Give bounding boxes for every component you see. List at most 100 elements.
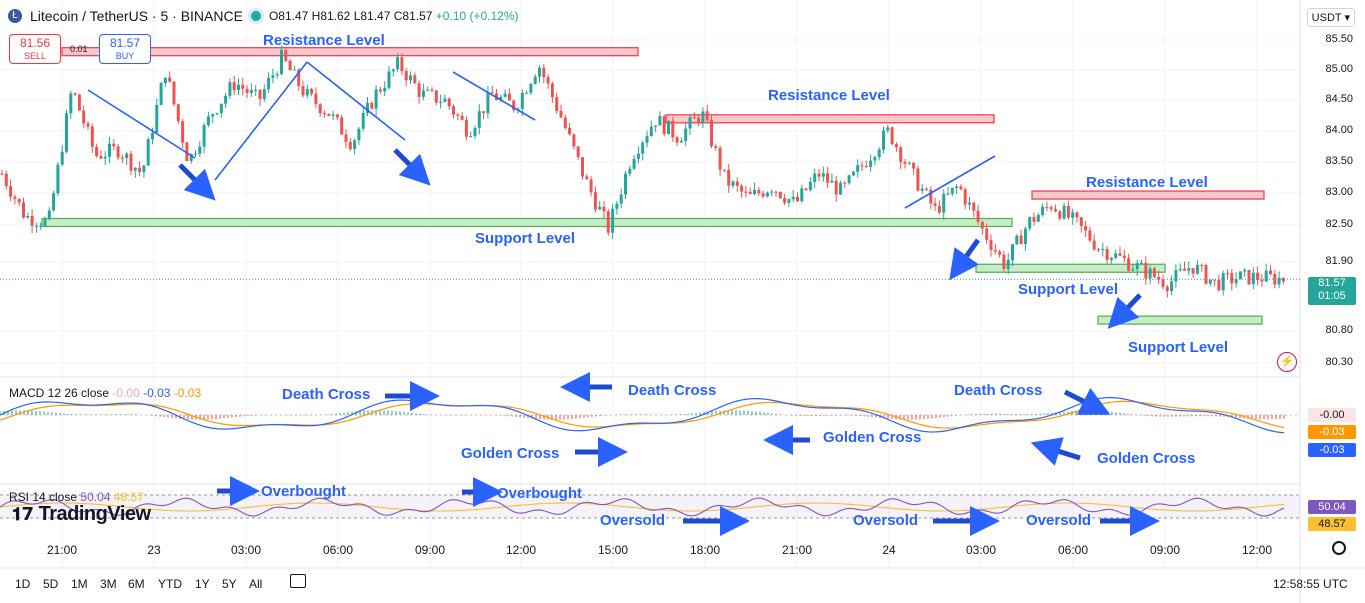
candle-body: [1079, 217, 1083, 227]
candle-body: [60, 151, 64, 165]
candle-body: [598, 206, 602, 210]
candle-body: [168, 77, 172, 82]
candle-body: [710, 120, 713, 147]
macd-legend[interactable]: MACD 12 26 close -0.00 -0.03 -0.03: [9, 386, 201, 400]
candle-body: [903, 161, 907, 164]
price-candles: [0, 45, 1285, 298]
candle-body: [1135, 263, 1139, 270]
candle-body: [404, 71, 408, 81]
candle-body: [1226, 273, 1229, 275]
time-tick-label: 09:00: [414, 543, 446, 557]
candle-body: [1165, 286, 1169, 292]
candle-body: [245, 88, 249, 93]
annotation-golden-cross-2: Golden Cross: [823, 429, 922, 446]
candle-body: [151, 132, 154, 140]
annotation-support-3: Support Level: [1128, 339, 1229, 356]
timeframe-button-5y[interactable]: 5Y: [222, 577, 237, 591]
rsi-legend[interactable]: RSI 14 close 50.04 48.57: [9, 490, 144, 504]
candle-body: [1277, 277, 1281, 285]
candle-body: [1260, 279, 1264, 282]
buy-button[interactable]: 81.57 BUY: [99, 34, 151, 64]
timeframe-button-ytd[interactable]: YTD: [158, 577, 182, 591]
candle-body: [787, 199, 791, 203]
candle-body: [611, 208, 615, 233]
candle-body: [980, 221, 984, 229]
candle-body: [249, 89, 253, 93]
tradingview-wordmark: TradingView: [38, 503, 151, 525]
support-level-box: [41, 217, 1013, 228]
macd-signal-line: [0, 400, 1285, 429]
candle-body: [1041, 206, 1045, 215]
candle-body: [1264, 270, 1268, 282]
timeframe-button-all[interactable]: All: [249, 577, 263, 591]
candle-body: [774, 191, 778, 193]
candle-body: [851, 171, 855, 176]
candle-body: [69, 93, 73, 114]
candle-body: [1118, 253, 1122, 256]
candle-body: [1178, 268, 1182, 271]
rsi-line: [0, 497, 1285, 517]
candle-body: [1036, 214, 1040, 222]
candle-body: [636, 153, 640, 159]
candle-body: [512, 100, 516, 111]
candle-body: [684, 128, 688, 142]
candle-body: [675, 137, 679, 143]
candle-body: [744, 191, 748, 193]
candle-body: [791, 196, 795, 200]
candle-body: [585, 176, 589, 180]
time-tick-label: 06:00: [322, 543, 354, 557]
candle-body: [1144, 262, 1148, 279]
sell-button[interactable]: 81.56 SELL: [9, 34, 61, 64]
candle-body: [701, 111, 705, 123]
timeframe-button-3m[interactable]: 3M: [100, 577, 117, 591]
candle-body: [950, 187, 954, 194]
candle-body: [770, 191, 774, 193]
candle-body: [86, 123, 90, 127]
candle-body: [899, 147, 903, 162]
candle-body: [374, 89, 378, 109]
settings-gear-icon[interactable]: [1332, 541, 1346, 555]
timeframe-button-1y[interactable]: 1Y: [195, 577, 210, 591]
candle-body: [43, 218, 47, 226]
candle-body: [439, 101, 443, 103]
ohlc-change: +0.10 (+0.12%): [435, 9, 519, 23]
price-tick-label: 84.50: [1325, 93, 1353, 105]
candle-body: [692, 117, 696, 119]
timeframe-button-1m[interactable]: 1M: [71, 577, 88, 591]
trend-lines: [87, 61, 996, 209]
candle-body: [194, 153, 197, 155]
timeframe-button-1d[interactable]: 1D: [15, 577, 31, 591]
symbol-title[interactable]: Litecoin / TetherUS · 5 · BINANCE: [30, 8, 243, 24]
candle-body: [804, 188, 808, 191]
annotation-overbought-2: Overbought: [497, 485, 582, 502]
candle-body: [860, 165, 864, 167]
candle-body: [538, 67, 541, 77]
resistance-level-box: [61, 47, 639, 57]
candle-body: [456, 114, 460, 116]
timeframe-button-5d[interactable]: 5D: [43, 577, 59, 591]
utc-clock[interactable]: 12:58:55 UTC: [1273, 577, 1348, 591]
candle-body: [82, 110, 86, 124]
annotation-death-cross-2: Death Cross: [628, 382, 717, 399]
candle-body: [108, 143, 111, 157]
candle-body: [163, 77, 167, 83]
candle-body: [529, 83, 533, 93]
lightning-icon[interactable]: ⚡: [1277, 352, 1297, 372]
currency-selector[interactable]: USDT ▾: [1306, 8, 1355, 27]
candle-body: [568, 127, 572, 135]
timeframe-button-6m[interactable]: 6M: [128, 577, 145, 591]
candle-body: [602, 206, 606, 212]
candle-body: [181, 121, 185, 143]
candle-body: [662, 116, 666, 135]
candle-body: [1032, 217, 1036, 222]
candle-body: [297, 69, 301, 87]
candle-body: [0, 173, 4, 175]
candle-body: [13, 196, 17, 199]
candle-body: [460, 115, 464, 120]
tradingview-logo-icon: 𝟏𝟳: [12, 504, 34, 524]
rsi-badge-value: 50.04: [1308, 500, 1356, 514]
candle-body: [490, 92, 494, 94]
calendar-icon[interactable]: [290, 574, 306, 588]
candle-body: [507, 93, 511, 101]
